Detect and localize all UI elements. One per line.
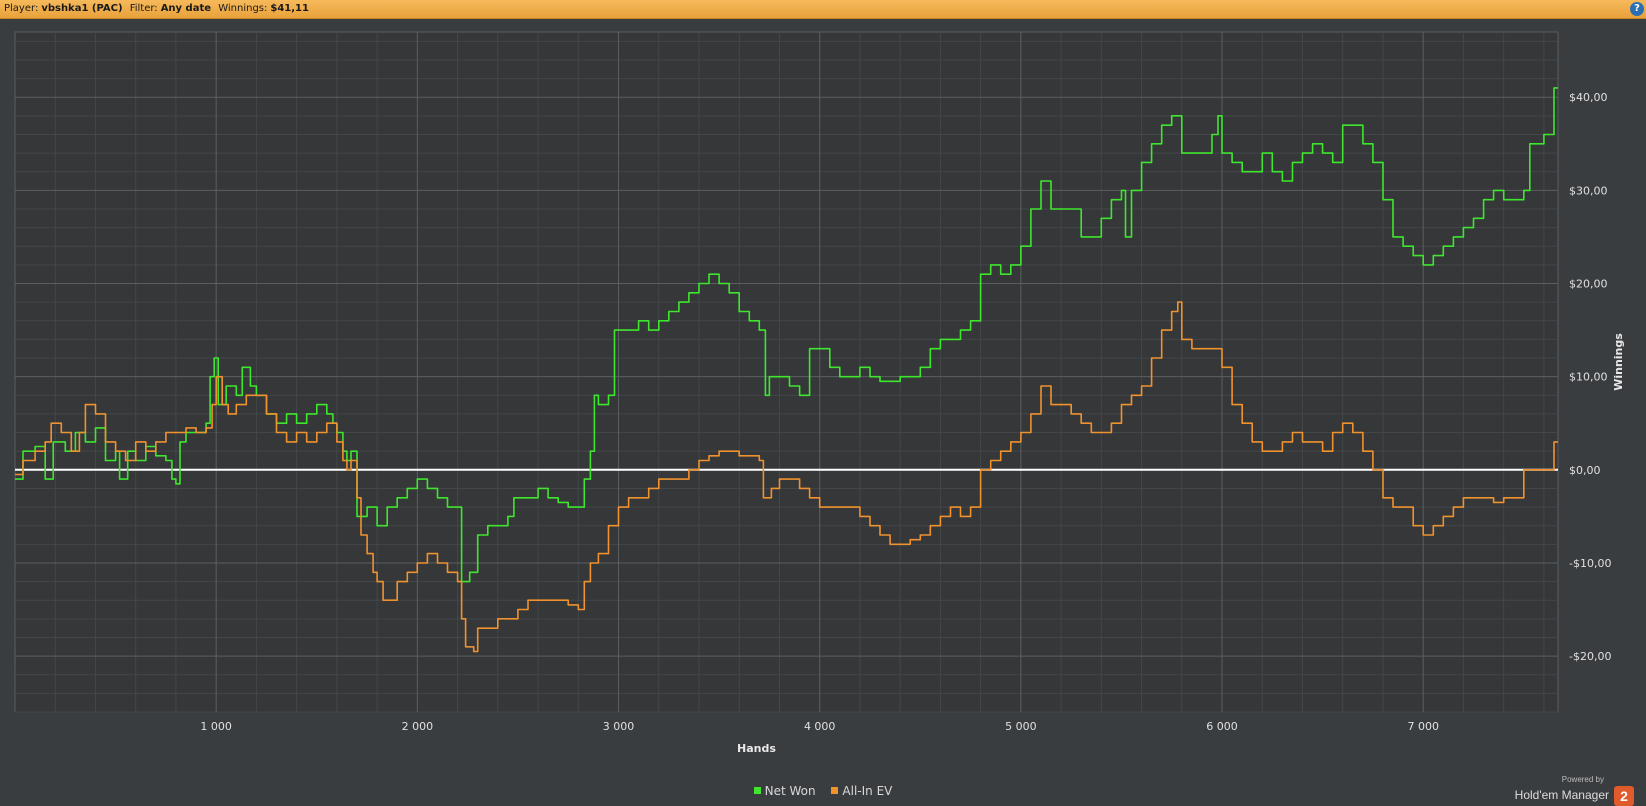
x-tick-label: 2 000 [402,720,434,733]
legend-item-all-in-ev[interactable]: All-In EV [831,784,892,798]
x-tick-label: 1 000 [200,720,232,733]
x-axis-ticks: 1 000 2 000 3 000 4 000 5 000 6 000 7 000 [200,720,1439,733]
legend-label-all-in-ev: All-In EV [842,784,893,798]
series-line-all-in-ev [15,301,1558,653]
powered-by-text: Powered by [1561,775,1604,784]
filter-value: Any date [160,3,212,14]
y-tick-label: -$20,00 [1569,650,1611,663]
winnings-label: Winnings: [218,3,268,14]
series-layer [15,87,1558,653]
legend: Net Won All-In EV [0,784,1646,798]
y-tick-label: $30,00 [1569,184,1608,197]
y-tick-label: $0,00 [1569,464,1601,477]
x-axis-label: Hands [737,742,776,755]
y-tick-label: $40,00 [1569,91,1608,104]
x-tick-label: 3 000 [603,720,635,733]
x-tick-label: 7 000 [1407,720,1439,733]
x-tick-label: 6 000 [1206,720,1238,733]
series-line-net-won [15,87,1558,583]
y-tick-label: $10,00 [1569,371,1608,384]
y-tick-label: $20,00 [1569,278,1608,291]
player-value: vbshka1 (PAC) [41,3,123,14]
x-tick-label: 4 000 [804,720,836,733]
y-axis-ticks: -$20,00 -$10,00 $0,00 $10,00 $20,00 $30,00 $40… [1569,91,1611,663]
plot-area [14,31,1559,713]
legend-swatch-net-won [753,787,761,794]
winnings-chart: 1 000 2 000 3 000 4 000 5 000 6 000 7 000 -$20… [14,31,1625,755]
brand-name: Hold'em Manager [1514,788,1609,802]
filter-label: Filter: [129,3,158,14]
y-axis-label: Winnings [1612,333,1625,391]
branding: Powered by Hold'em Manager 2 [1515,775,1634,806]
x-tick-label: 5 000 [1005,720,1037,733]
legend-swatch-all-in-ev [831,787,839,794]
info-bar: Player: vbshka1 (PAC) Filter: Any date Win… [0,0,1646,19]
legend-label-net-won: Net Won [764,784,816,798]
minor-gridlines [15,32,1558,713]
legend-item-net-won[interactable]: Net Won [753,784,816,798]
winnings-value: $41,11 [270,3,309,14]
player-label: Player: [4,3,39,14]
help-icon[interactable]: ? [1630,2,1644,16]
y-tick-label: -$10,00 [1569,557,1611,570]
hm2-logo-icon: 2 [1614,785,1634,806]
